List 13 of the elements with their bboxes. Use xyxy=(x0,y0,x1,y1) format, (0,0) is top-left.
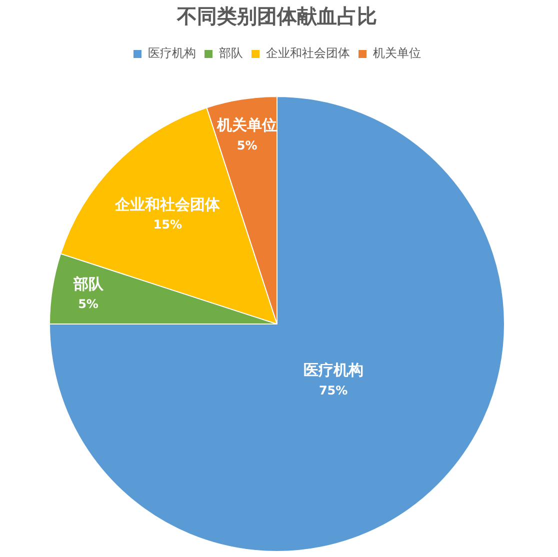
data-label: 15% xyxy=(153,218,182,232)
chart-title: 不同类别团体献血占比 xyxy=(176,4,377,28)
legend-label: 机关单位 xyxy=(373,46,421,60)
slice-label: 医疗机构 xyxy=(303,361,364,380)
legend-label: 医疗机构 xyxy=(148,46,196,60)
slice-label: 部队 xyxy=(72,274,104,293)
slice-label: 企业和社会团体 xyxy=(114,196,222,214)
data-label: 5% xyxy=(236,138,258,152)
data-label: 5% xyxy=(78,297,98,312)
legend-label: 企业和社会团体 xyxy=(266,46,350,60)
data-label: 75% xyxy=(318,383,348,398)
legend-label: 部队 xyxy=(219,46,243,60)
slice-label: 机关单位 xyxy=(216,116,278,134)
